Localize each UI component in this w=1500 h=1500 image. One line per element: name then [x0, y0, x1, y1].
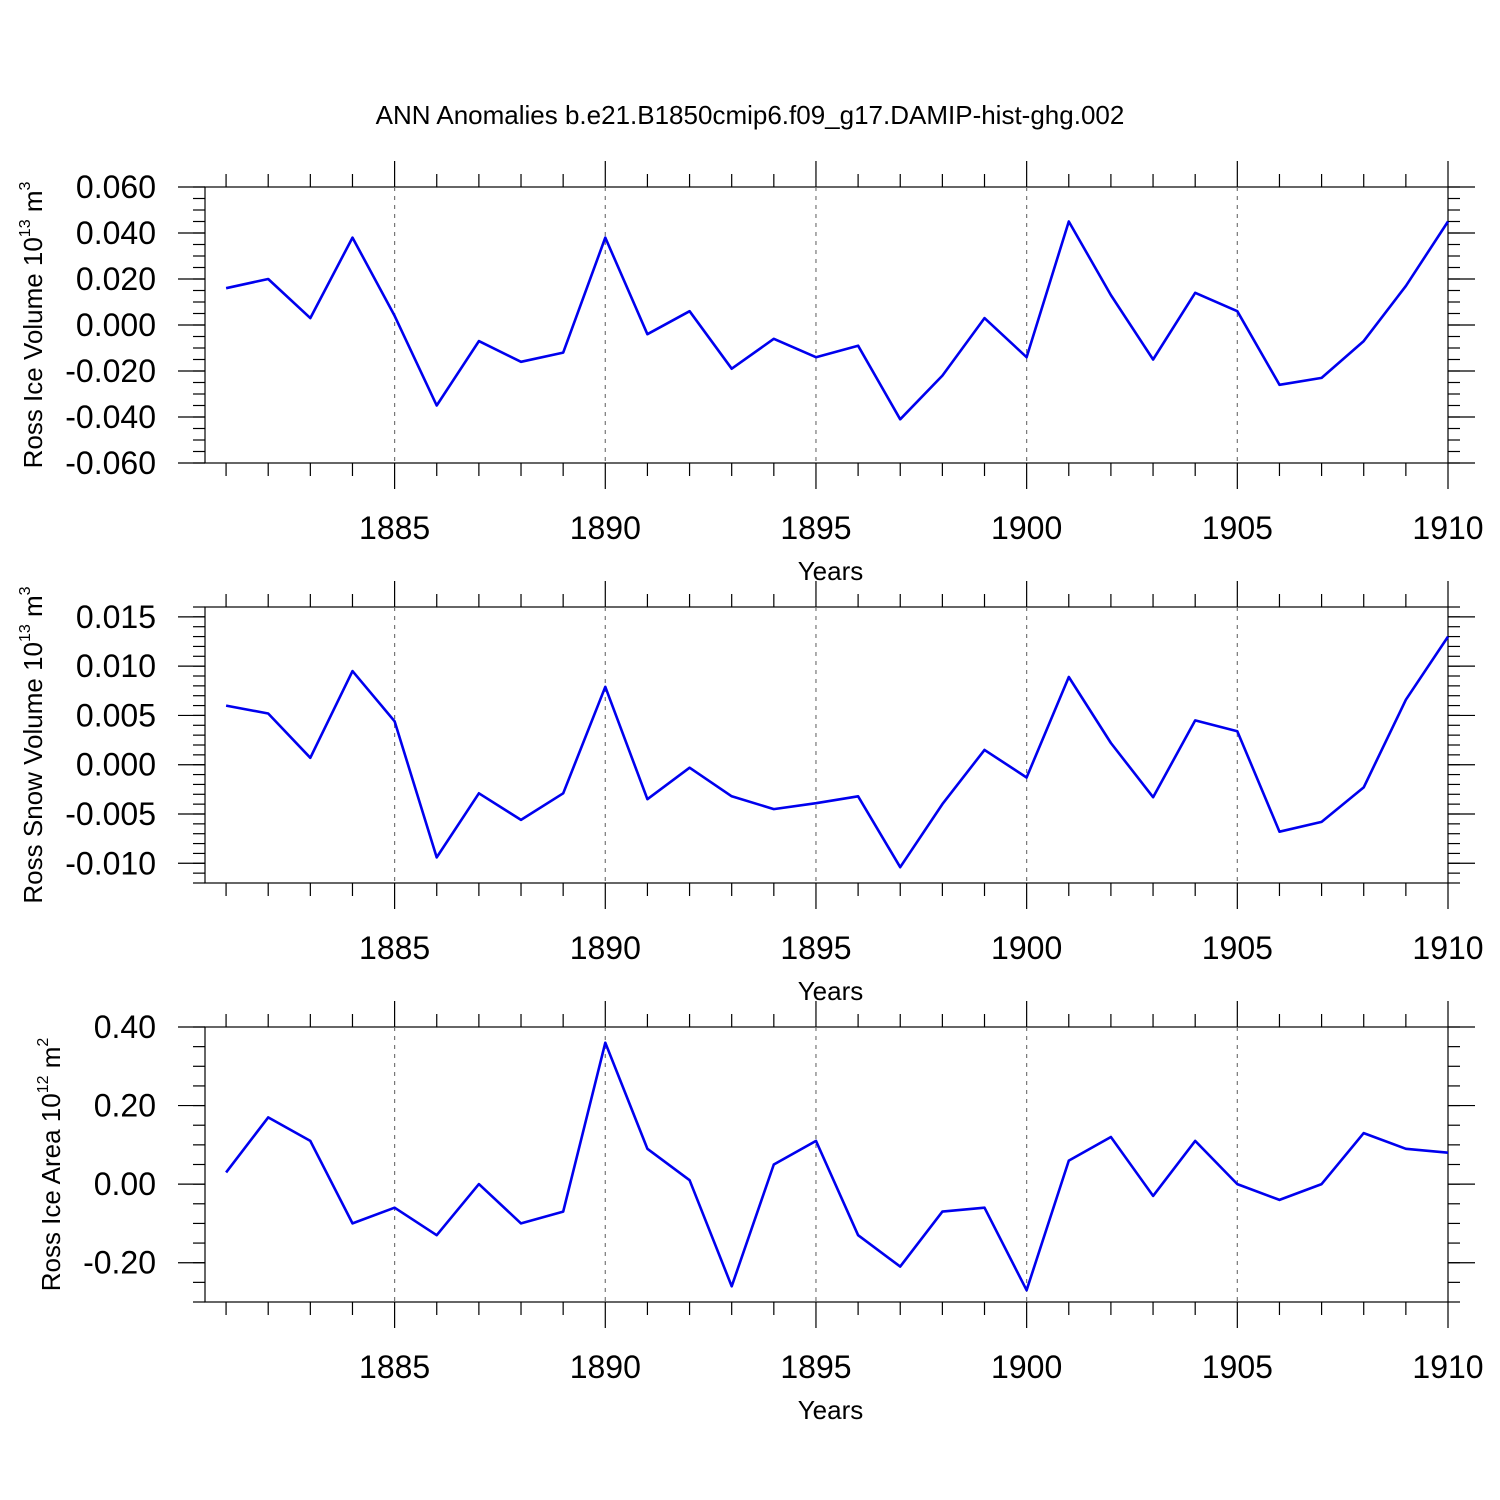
- ice-area-series-line: [225, 1041, 1449, 1292]
- ice-volume-y-tick-label: -0.060: [65, 445, 156, 481]
- snow-volume-x-tick-label: 1890: [570, 930, 641, 966]
- ice-volume-y-tick-label: -0.040: [65, 399, 156, 435]
- ice-area-x-tick-label: 1885: [359, 1349, 430, 1385]
- snow-volume-x-tick-label: 1905: [1202, 930, 1273, 966]
- ice-area-y-tick-label: -0.20: [83, 1245, 156, 1281]
- snow-volume-y-tick-label: 0.010: [76, 648, 156, 684]
- snow-volume-y-tick-label: 0.015: [76, 599, 156, 635]
- ice-volume-y-tick-label: 0.040: [76, 215, 156, 251]
- ice-area-x-tick-label: 1890: [570, 1349, 641, 1385]
- snow-volume-y-axis-label: Ross Snow Volume 1013 m3: [17, 586, 48, 903]
- ice-area-y-tick-label: 0.20: [94, 1088, 156, 1124]
- snow-volume-series-line: [225, 635, 1450, 869]
- ice-volume-x-tick-label: 1905: [1202, 510, 1273, 546]
- ice-volume-y-tick-label: 0.000: [76, 307, 156, 343]
- panel-ice-volume: 1885 1890 1895 1900 1905 1910 -0.060 -0.040 -0.0…: [17, 161, 1484, 586]
- panel-snow-volume: 1885 1890 1895 1900 1905 1910 -0.010 -0.005 0.00…: [17, 581, 1484, 1006]
- ice-volume-y-axis-label: Ross Ice Volume 1013 m3: [17, 181, 48, 468]
- ice-area-x-axis-label: Years: [798, 1395, 864, 1425]
- ice-volume-y-tick-label: 0.060: [76, 169, 156, 205]
- ice-volume-x-tick-label: 1885: [359, 510, 430, 546]
- ice-area-x-tick-label: 1900: [991, 1349, 1062, 1385]
- snow-volume-x-tick-label: 1895: [780, 930, 851, 966]
- figure-title: ANN Anomalies b.e21.B1850cmip6.f09_g17.D…: [376, 100, 1125, 130]
- snow-volume-x-axis-label: Years: [798, 976, 864, 1006]
- snow-volume-frame: [204, 606, 1449, 884]
- ice-volume-series-line: [225, 220, 1450, 421]
- ice-area-y-axis-label: Ross Ice Area 1012 m2: [35, 1038, 66, 1292]
- ice-volume-y-tick-label: 0.020: [76, 261, 156, 297]
- ice-area-y-tick-label: 0.00: [94, 1166, 156, 1202]
- ice-volume-x-tick-label: 1890: [570, 510, 641, 546]
- snow-volume-y-tick-label: 0.000: [76, 747, 156, 783]
- ice-volume-x-axis-label: Years: [798, 556, 864, 586]
- snow-volume-y-tick-label: -0.005: [65, 796, 156, 832]
- ice-volume-x-tick-label: 1910: [1412, 510, 1483, 546]
- ice-area-x-tick-label: 1905: [1202, 1349, 1273, 1385]
- ice-volume-x-tick-label: 1900: [991, 510, 1062, 546]
- ice-volume-x-tick-label: 1895: [780, 510, 851, 546]
- ice-area-y-tick-label: 0.40: [94, 1009, 156, 1045]
- snow-volume-x-tick-label: 1900: [991, 930, 1062, 966]
- panel-ice-area: 1885 1890 1895 1900 1905 1910 -0.20 0.00 0.20 0.4…: [35, 1001, 1484, 1425]
- snow-volume-y-tick-label: 0.005: [76, 697, 156, 733]
- ice-volume-frame: [204, 186, 1449, 464]
- ice-area-x-tick-label: 1910: [1412, 1349, 1483, 1385]
- ice-volume-y-tick-label: -0.020: [65, 353, 156, 389]
- snow-volume-x-tick-label: 1910: [1412, 930, 1483, 966]
- snow-volume-y-tick-label: -0.010: [65, 845, 156, 881]
- snow-volume-x-tick-label: 1885: [359, 930, 430, 966]
- ice-area-x-tick-label: 1895: [780, 1349, 851, 1385]
